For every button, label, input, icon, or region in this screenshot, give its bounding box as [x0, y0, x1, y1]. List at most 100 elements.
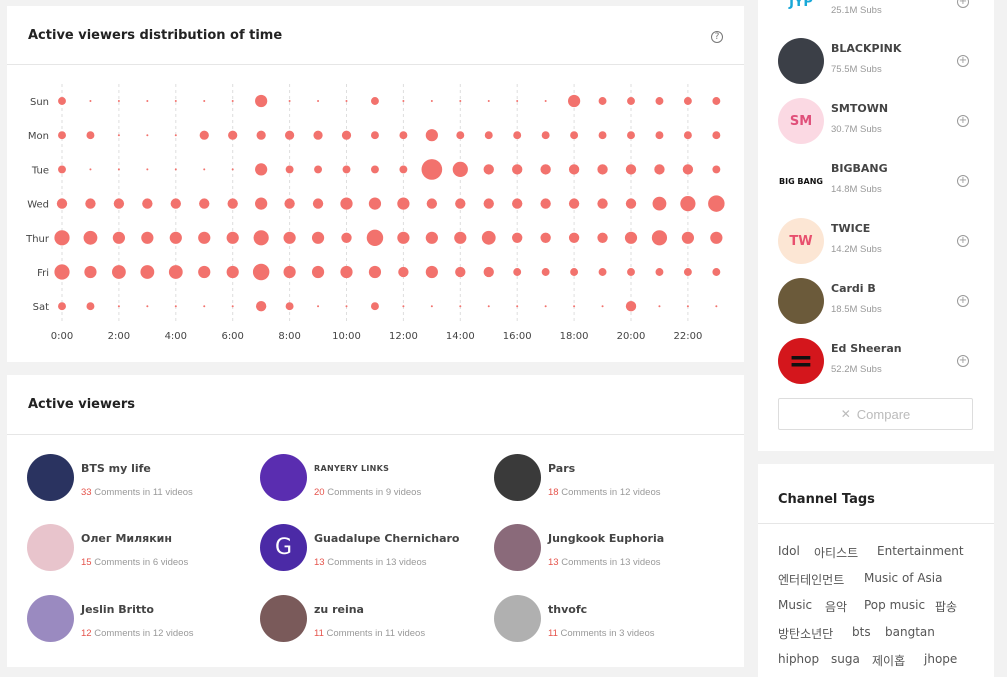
- heatmap-dot[interactable]: [573, 305, 576, 308]
- channel-tag[interactable]: 제이홉: [872, 654, 906, 668]
- channel-tag[interactable]: 음악: [825, 600, 848, 614]
- heatmap-dot[interactable]: [655, 131, 664, 140]
- heatmap-dot[interactable]: [168, 265, 183, 279]
- heatmap-dot[interactable]: [58, 97, 66, 105]
- channel-tag[interactable]: suga: [831, 652, 860, 666]
- viewer-avatar[interactable]: [494, 595, 541, 642]
- heatmap-dot[interactable]: [455, 266, 466, 278]
- heatmap-dot[interactable]: [712, 97, 721, 105]
- channel-item[interactable]: BLACKPINK 75.5M Subs +: [778, 38, 978, 86]
- heatmap-dot[interactable]: [89, 100, 92, 102]
- heatmap-dot[interactable]: [397, 231, 410, 244]
- heatmap-dot[interactable]: [399, 165, 408, 174]
- channel-tag[interactable]: 방탄소년단: [778, 627, 834, 641]
- heatmap-dot[interactable]: [366, 229, 384, 247]
- heatmap-dot[interactable]: [169, 231, 182, 244]
- heatmap-dot[interactable]: [371, 131, 379, 140]
- heatmap-dot[interactable]: [203, 305, 206, 308]
- channel-logo[interactable]: BIG BANG: [778, 158, 824, 204]
- channel-item[interactable]: Cardi B 18.5M Subs +: [778, 278, 978, 326]
- heatmap-dot[interactable]: [481, 230, 496, 245]
- heatmap-dot[interactable]: [86, 131, 95, 140]
- heatmap-dot[interactable]: [284, 198, 295, 209]
- heatmap-dot[interactable]: [597, 198, 608, 209]
- heatmap-dot[interactable]: [712, 268, 721, 276]
- viewer-name[interactable]: Pars: [548, 462, 576, 475]
- heatmap-dot[interactable]: [567, 94, 581, 108]
- viewer-item[interactable]: RANYERY LINKS 20 Comments in 9 videos: [260, 454, 490, 502]
- viewer-avatar[interactable]: [494, 524, 541, 571]
- heatmap-dot[interactable]: [398, 266, 409, 278]
- heatmap-dot[interactable]: [146, 134, 149, 137]
- heatmap-dot[interactable]: [512, 232, 523, 243]
- heatmap-dot[interactable]: [198, 265, 211, 279]
- heatmap-dot[interactable]: [452, 161, 468, 177]
- heatmap-dot[interactable]: [368, 265, 382, 279]
- channel-item[interactable]: = Ed Sheeran 52.2M Subs +: [778, 338, 978, 386]
- heatmap-dot[interactable]: [430, 305, 433, 308]
- channel-tag[interactable]: Pop music: [864, 598, 926, 612]
- heatmap-dot[interactable]: [341, 232, 352, 243]
- heatmap-dot[interactable]: [174, 134, 177, 137]
- heatmap-dot[interactable]: [654, 164, 665, 175]
- heatmap-dot[interactable]: [226, 231, 239, 244]
- heatmap-dot[interactable]: [651, 230, 668, 246]
- viewer-name[interactable]: RANYERY LINKS: [314, 464, 390, 473]
- heatmap-dot[interactable]: [231, 100, 234, 102]
- channel-item[interactable]: BIG BANG BIGBANG 14.8M Subs +: [778, 158, 978, 206]
- heatmap-dot[interactable]: [627, 131, 635, 140]
- heatmap-dot[interactable]: [683, 97, 692, 105]
- heatmap-dot[interactable]: [540, 198, 551, 209]
- viewer-avatar[interactable]: [494, 454, 541, 501]
- plus-circle-icon[interactable]: +: [957, 115, 969, 127]
- heatmap-dot[interactable]: [397, 197, 410, 210]
- heatmap-dot[interactable]: [402, 305, 405, 308]
- heatmap-dot[interactable]: [117, 168, 120, 171]
- heatmap-dot[interactable]: [655, 268, 664, 276]
- heatmap-dot[interactable]: [174, 305, 177, 308]
- heatmap-dot[interactable]: [625, 301, 637, 312]
- heatmap-dot[interactable]: [58, 165, 66, 174]
- heatmap-dot[interactable]: [540, 232, 551, 243]
- heatmap-dot[interactable]: [568, 232, 580, 243]
- heatmap-dot[interactable]: [56, 198, 68, 209]
- heatmap-dot[interactable]: [84, 265, 97, 279]
- heatmap-dot[interactable]: [54, 264, 70, 280]
- heatmap-dot[interactable]: [627, 268, 635, 276]
- heatmap-dot[interactable]: [345, 305, 348, 308]
- channel-tag[interactable]: bangtan: [885, 625, 935, 639]
- viewer-name[interactable]: Jeslin Britto: [81, 603, 154, 616]
- plus-circle-icon[interactable]: +: [957, 55, 969, 67]
- heatmap-dot[interactable]: [113, 198, 125, 209]
- heatmap-dot[interactable]: [512, 164, 523, 175]
- channel-name[interactable]: BLACKPINK: [831, 42, 902, 55]
- heatmap-dot[interactable]: [117, 100, 120, 102]
- heatmap-dot[interactable]: [253, 230, 269, 246]
- heatmap-dot[interactable]: [170, 198, 181, 209]
- heatmap-dot[interactable]: [425, 231, 438, 244]
- viewer-item[interactable]: Pars 18 Comments in 12 videos: [494, 454, 724, 502]
- heatmap-dot[interactable]: [58, 302, 66, 311]
- heatmap-dot[interactable]: [516, 100, 519, 102]
- heatmap-dot[interactable]: [58, 131, 66, 140]
- heatmap-dot[interactable]: [680, 196, 696, 212]
- heatmap-dot[interactable]: [371, 302, 379, 311]
- heatmap-dot[interactable]: [425, 265, 438, 279]
- channel-tag[interactable]: 아티스트: [814, 546, 859, 560]
- heatmap-dot[interactable]: [283, 265, 296, 279]
- heatmap-dot[interactable]: [597, 164, 608, 175]
- plus-circle-icon[interactable]: +: [957, 175, 969, 187]
- heatmap-dot[interactable]: [199, 198, 210, 209]
- heatmap-dot[interactable]: [513, 268, 522, 276]
- heatmap-dot[interactable]: [112, 265, 126, 279]
- heatmap-dot[interactable]: [174, 100, 177, 102]
- heatmap-dot[interactable]: [512, 198, 523, 209]
- heatmap-dot[interactable]: [312, 198, 324, 209]
- heatmap-dot[interactable]: [285, 302, 294, 311]
- heatmap-dot[interactable]: [146, 305, 149, 308]
- heatmap-dot[interactable]: [455, 198, 466, 209]
- heatmap-dot[interactable]: [311, 265, 325, 279]
- heatmap-dot[interactable]: [625, 164, 637, 175]
- heatmap-dot[interactable]: [85, 198, 96, 209]
- heatmap-dot[interactable]: [712, 131, 721, 140]
